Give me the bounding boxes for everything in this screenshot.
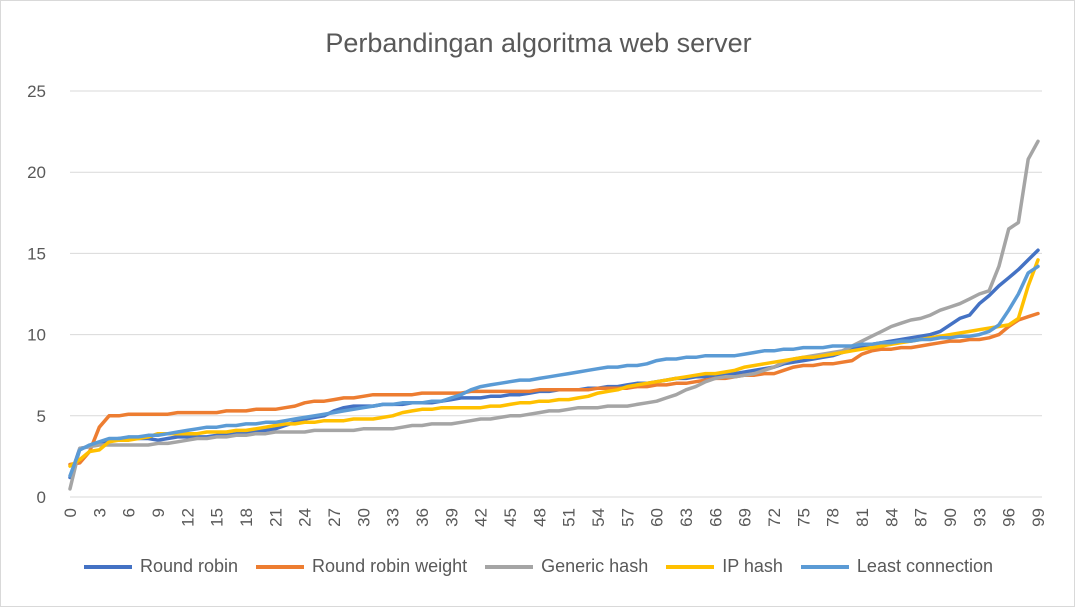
y-tick-label: 25 <box>27 82 46 101</box>
gridlines <box>70 90 1042 498</box>
legend-label: Round robin weight <box>312 556 468 576</box>
x-tick-label: 60 <box>648 508 667 527</box>
x-tick-label: 84 <box>882 508 901 527</box>
x-tick-label: 9 <box>149 508 168 517</box>
x-axis-ticks: 0 3 6 9 12 15 18 21 24 27 30 33 36 39 42 45 48 51 54 57 60 63… <box>61 508 1048 527</box>
series-line-least-connection <box>68 264 1040 478</box>
y-tick-label: 10 <box>27 326 46 345</box>
chart-title: Perbandingan algoritma web server <box>325 28 752 58</box>
x-tick-label: 96 <box>1000 508 1019 527</box>
x-tick-label: 15 <box>208 508 227 527</box>
x-tick-label: 27 <box>325 508 344 527</box>
y-tick-label: 15 <box>27 244 46 263</box>
x-tick-label: 51 <box>560 508 579 527</box>
series-line-round-robin <box>68 248 1040 480</box>
x-tick-label: 57 <box>618 508 637 527</box>
x-tick-label: 3 <box>90 508 109 517</box>
x-tick-label: 78 <box>824 508 843 527</box>
legend-item-ip-hash: IP hash <box>666 556 783 577</box>
x-tick-label: 30 <box>354 508 373 527</box>
series-line-ip-hash <box>68 258 1040 468</box>
legend-swatch <box>666 564 715 569</box>
x-tick-label: 0 <box>61 508 80 517</box>
legend-item-least-connection: Least connection <box>800 556 994 577</box>
y-tick-label: 5 <box>37 407 46 426</box>
x-tick-label: 72 <box>765 508 784 527</box>
legend-item-generic-hash: Generic hash <box>485 556 648 577</box>
x-tick-label: 87 <box>912 508 931 527</box>
x-tick-label: 69 <box>736 508 755 527</box>
legend-swatch <box>83 564 132 569</box>
legend-swatch <box>485 564 534 569</box>
y-tick-label: 20 <box>27 163 46 182</box>
x-tick-label: 93 <box>970 508 989 527</box>
x-tick-label: 75 <box>794 508 813 527</box>
x-tick-label: 90 <box>941 508 960 527</box>
x-tick-label: 81 <box>853 508 872 527</box>
x-tick-label: 39 <box>442 508 461 527</box>
x-tick-label: 24 <box>296 508 315 527</box>
legend-swatch <box>800 564 849 569</box>
legend-label: Round robin <box>139 556 239 576</box>
legend-label: Least connection <box>856 556 994 576</box>
x-tick-label: 63 <box>677 508 696 527</box>
series-line-generic-hash <box>68 139 1040 491</box>
legend-swatch <box>256 564 305 569</box>
legend-label: Generic hash <box>541 556 649 576</box>
legend-item-round-robin: Round robin <box>83 556 239 577</box>
x-tick-label: 48 <box>530 508 549 527</box>
x-tick-label: 21 <box>266 508 285 527</box>
series-lines <box>68 139 1040 491</box>
series-line-round-robin-weight <box>68 311 1040 467</box>
chart-legend: Round robin Round robin weight Generic has… <box>0 556 1077 577</box>
x-tick-label: 6 <box>120 508 139 517</box>
x-tick-label: 99 <box>1029 508 1048 527</box>
y-tick-label: 0 <box>37 488 46 507</box>
x-tick-label: 36 <box>413 508 432 527</box>
x-tick-label: 54 <box>589 508 608 527</box>
legend-item-round-robin-weight: Round robin weight <box>256 556 467 577</box>
x-tick-label: 33 <box>384 508 403 527</box>
legend-label: IP hash <box>722 556 783 576</box>
x-tick-label: 12 <box>178 508 197 527</box>
x-tick-label: 42 <box>472 508 491 527</box>
x-tick-label: 66 <box>706 508 725 527</box>
x-tick-label: 18 <box>237 508 256 527</box>
y-axis-ticks: 0 5 10 15 20 25 <box>27 82 46 507</box>
x-tick-label: 45 <box>501 508 520 527</box>
